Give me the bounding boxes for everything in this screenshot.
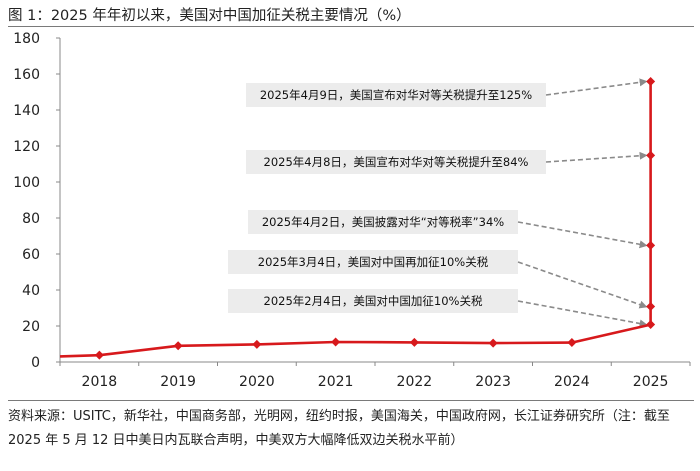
x-tick-labels: 2018 2019 2020 2021 2022 2023 2024 2025 <box>82 374 669 390</box>
annotations: 2025年4月9日，美国宣布对华对等关税提升至125% 2025年4月8日，美国宣… <box>228 78 648 328</box>
annotation: 2025年4月2日，美国披露对华“对等税率”34% <box>248 210 648 249</box>
y-tick-label: 80 <box>22 211 40 227</box>
tariff-line-chart: 0 20 40 60 80 100 120 140 160 180 2018 2019 2020 202… <box>13 31 691 390</box>
annotation-box <box>228 289 518 313</box>
annotation: 2025年3月4日，美国对中国再加征10%关税 <box>228 250 648 309</box>
annotation-box <box>246 150 546 174</box>
annotation-arrow <box>545 78 648 96</box>
x-tick-label: 2020 <box>239 374 275 390</box>
data-point <box>567 338 577 348</box>
chart-axes <box>56 37 691 366</box>
y-tick-label: 120 <box>13 139 40 155</box>
annotation-label: 2025年4月2日，美国披露对华“对等税率”34% <box>262 215 504 229</box>
annotation: 2025年4月8日，美国宣布对华对等关税提升至84% <box>246 150 648 174</box>
data-point <box>646 77 656 87</box>
x-tick-label: 2021 <box>318 374 354 390</box>
source-divider <box>8 400 694 401</box>
annotation: 2025年4月9日，美国宣布对华对等关税提升至125% <box>246 78 648 107</box>
y-tick-label: 140 <box>13 103 40 119</box>
data-point <box>646 320 656 330</box>
data-point <box>94 350 104 360</box>
x-tick-label: 2018 <box>82 374 118 390</box>
y-tick-label: 100 <box>13 175 40 191</box>
data-point <box>646 240 656 250</box>
annotation-label: 2025年3月4日，美国对中国再加征10%关税 <box>258 255 489 269</box>
title-divider <box>8 26 694 27</box>
annotation: 2025年2月4日，美国对中国加征10%关税 <box>228 289 648 328</box>
x-tick-label: 2023 <box>475 374 511 390</box>
data-point <box>252 339 262 349</box>
annotation-label: 2025年2月4日，美国对中国加征10%关税 <box>264 294 483 308</box>
annotation-arrow <box>545 151 648 163</box>
data-point <box>646 302 656 312</box>
y-tick-label: 0 <box>31 355 40 371</box>
chart-title: 图 1：2025 年年初以来，美国对中国加征关税主要情况（%） <box>8 8 411 24</box>
annotation-arrow <box>517 300 648 328</box>
y-tick-label: 20 <box>22 319 40 335</box>
x-tick-label: 2019 <box>160 374 196 390</box>
x-tick-label: 2022 <box>397 374 433 390</box>
annotation-box <box>246 83 546 107</box>
data-point <box>173 341 183 351</box>
annotation-arrow <box>517 261 648 309</box>
annotation-arrow <box>517 221 648 249</box>
y-tick-label: 160 <box>13 67 40 83</box>
x-tick-label: 2024 <box>554 374 590 390</box>
y-tick-label: 40 <box>22 283 40 299</box>
series-layer <box>59 77 656 360</box>
y-tick-label: 180 <box>13 31 40 47</box>
annotation-label: 2025年4月8日，美国宣布对华对等关税提升至84% <box>264 155 529 169</box>
data-point <box>488 338 498 348</box>
y-tick-labels: 0 20 40 60 80 100 120 140 160 180 <box>13 31 40 371</box>
annotation-label: 2025年4月9日，美国宣布对华对等关税提升至125% <box>260 88 532 102</box>
x-tick-label: 2025 <box>633 374 669 390</box>
annotation-box <box>248 210 518 234</box>
source-note: 资料来源：USITC，新华社，中国商务部，光明网，纽约时报，美国海关，中国政府网… <box>8 409 670 448</box>
y-tick-label: 60 <box>22 247 40 263</box>
data-point <box>331 337 341 347</box>
data-point <box>409 337 419 347</box>
data-point <box>646 150 656 160</box>
annotation-box <box>228 250 518 274</box>
